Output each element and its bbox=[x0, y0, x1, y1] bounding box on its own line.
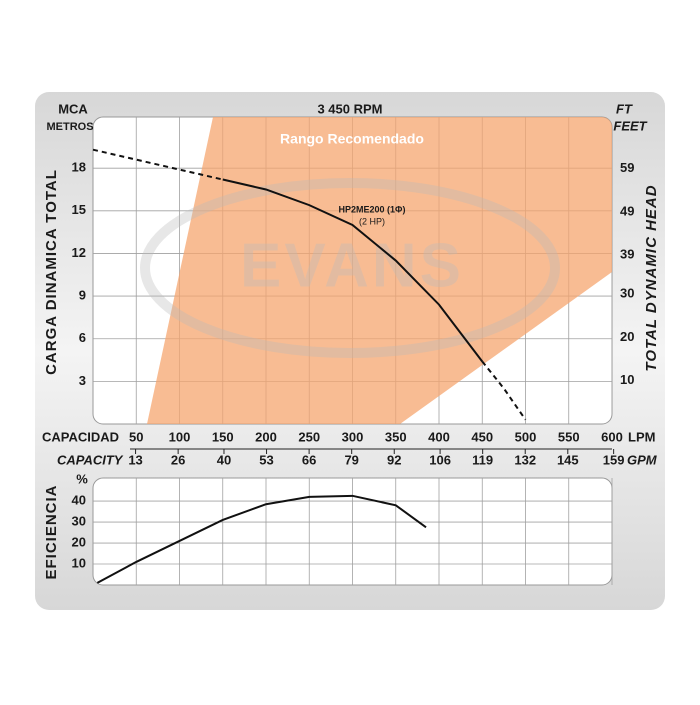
x-tick-label: 150 bbox=[212, 429, 234, 444]
x2-tick-label: 132 bbox=[514, 452, 536, 467]
recommended-range bbox=[147, 117, 612, 424]
y2-tick-label: 30 bbox=[620, 286, 634, 301]
x2-tick-label: 13 bbox=[128, 452, 142, 467]
chart-title: 3 450 RPM bbox=[317, 101, 382, 116]
x-tick-label: 550 bbox=[558, 429, 580, 444]
x-label: CAPACIDAD bbox=[42, 429, 119, 444]
x2-tick-label: 145 bbox=[557, 452, 579, 467]
x2-unit: GPM bbox=[627, 452, 658, 467]
y2-label: TOTAL DYNAMIC HEAD bbox=[643, 184, 660, 371]
y2-tick-label: 39 bbox=[620, 247, 634, 262]
y-label: EFICIENCIA bbox=[43, 484, 60, 579]
x-unit: LPM bbox=[628, 429, 655, 444]
x2-tick-label: 40 bbox=[217, 452, 231, 467]
series-line bbox=[96, 494, 427, 584]
y2-tick-label: 49 bbox=[620, 203, 634, 218]
y-tick-label: 20 bbox=[72, 534, 86, 549]
y-label: CARGA DINAMICA TOTAL bbox=[43, 169, 60, 375]
x-tick-label: 100 bbox=[169, 429, 191, 444]
y2-tick-label: 10 bbox=[620, 372, 634, 387]
x2-tick-label: 79 bbox=[344, 452, 358, 467]
y-unit: % bbox=[76, 471, 88, 486]
y2-unit: FEET bbox=[613, 118, 647, 133]
x2-tick-label: 159 bbox=[603, 452, 625, 467]
y2-unit: FT bbox=[616, 101, 633, 116]
x2-tick-label: 53 bbox=[259, 452, 273, 467]
annotation: (2 HP) bbox=[359, 216, 385, 226]
y-tick-label: 18 bbox=[72, 160, 86, 175]
y-tick-label: 12 bbox=[72, 245, 86, 260]
x-tick-label: 250 bbox=[298, 429, 320, 444]
x-tick-label: 300 bbox=[342, 429, 364, 444]
y-tick-label: 40 bbox=[72, 493, 86, 508]
x2-tick-label: 92 bbox=[387, 452, 401, 467]
y2-tick-label: 20 bbox=[620, 329, 634, 344]
x-tick-label: 400 bbox=[428, 429, 450, 444]
y-tick-label: 30 bbox=[72, 513, 86, 528]
region-label: Rango Recomendado bbox=[280, 131, 424, 147]
y-tick-label: 6 bbox=[79, 330, 86, 345]
x2-tick-label: 26 bbox=[171, 452, 185, 467]
watermark-ring bbox=[140, 178, 560, 358]
x2-tick-label: 106 bbox=[429, 452, 451, 467]
series-line bbox=[92, 148, 527, 421]
x-tick-label: 350 bbox=[385, 429, 407, 444]
y-unit: METROS bbox=[46, 121, 93, 133]
x2-tick-label: 66 bbox=[302, 452, 316, 467]
x-tick-label: 450 bbox=[471, 429, 493, 444]
watermark: EVANS bbox=[240, 231, 464, 300]
annotation: HP2ME200 (1Φ) bbox=[339, 204, 406, 214]
x2-tick-label: 119 bbox=[472, 452, 493, 467]
series-line bbox=[222, 178, 484, 363]
y-tick-label: 3 bbox=[79, 373, 86, 388]
x-tick-label: 500 bbox=[515, 429, 537, 444]
y-tick-label: 10 bbox=[72, 555, 86, 570]
x-tick-label: 200 bbox=[255, 429, 277, 444]
y-tick-label: 15 bbox=[72, 202, 86, 217]
x-tick-label: 50 bbox=[129, 429, 143, 444]
x-tick-label: 600 bbox=[601, 429, 623, 444]
y-tick-label: 9 bbox=[79, 288, 86, 303]
y-unit: MCA bbox=[58, 101, 88, 116]
x2-label: CAPACITY bbox=[57, 452, 124, 467]
y2-tick-label: 59 bbox=[620, 160, 634, 175]
